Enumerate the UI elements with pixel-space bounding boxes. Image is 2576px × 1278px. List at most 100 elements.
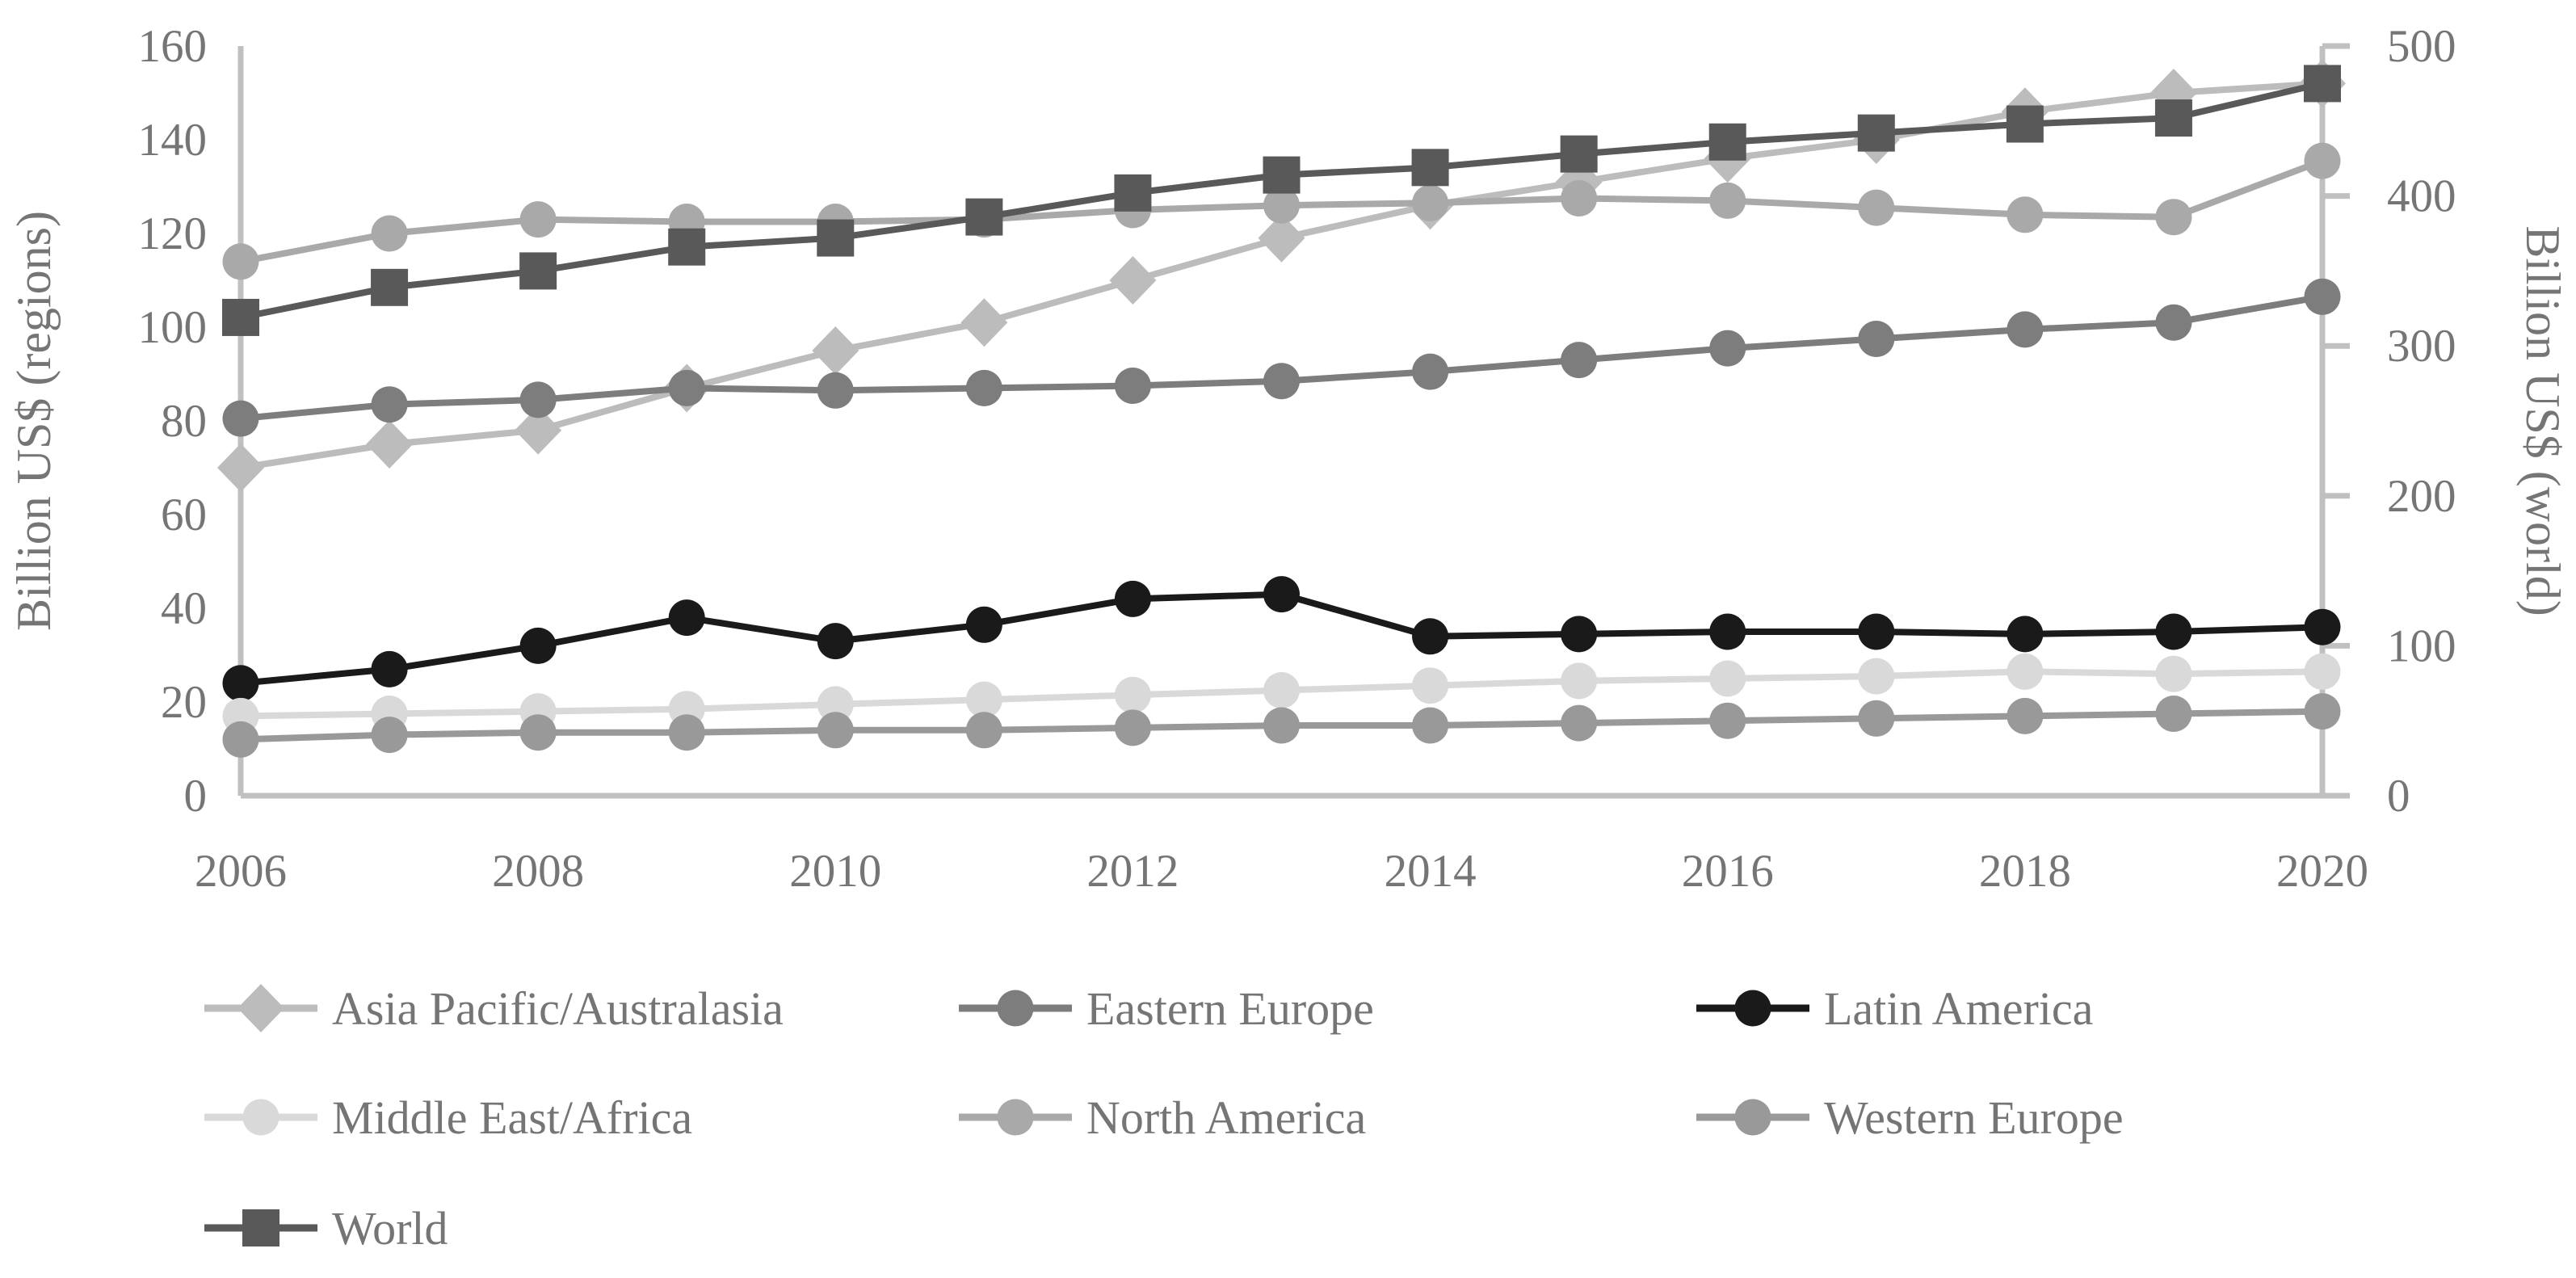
square-marker: [2154, 99, 2192, 137]
legend-label: Western Europe: [1824, 1091, 2124, 1144]
square-marker: [668, 228, 706, 266]
circle-marker: [371, 717, 408, 754]
legend-label: North America: [1086, 1091, 1366, 1144]
x-axis-tick-label: 2016: [1682, 846, 1774, 897]
circle-marker: [2007, 311, 2044, 348]
circle-marker: [1561, 662, 1598, 700]
circle-marker: [1858, 321, 1895, 357]
square-marker: [2006, 105, 2044, 143]
circle-marker: [2304, 142, 2341, 179]
circle-marker: [371, 650, 408, 687]
circle-marker: [668, 599, 705, 637]
circle-marker: [965, 369, 1002, 406]
x-axis-tick-label: 2006: [195, 846, 287, 897]
legend-item-western-europe: Western Europe: [1696, 1091, 2124, 1144]
left-axis-tick-label: 0: [184, 771, 208, 822]
circle-marker: [1561, 704, 1598, 742]
circle-marker: [965, 681, 1002, 718]
circle-marker: [519, 627, 557, 664]
square-marker: [2304, 65, 2341, 103]
circle-marker: [1561, 180, 1598, 217]
circle-marker: [668, 714, 705, 751]
circle-marker: [2155, 304, 2192, 341]
right-axis-tick-label: 100: [2387, 620, 2456, 671]
left-axis-tick-label: 80: [161, 396, 207, 447]
square-marker: [1857, 114, 1895, 152]
right-axis-tick-label: 300: [2387, 321, 2456, 372]
circle-marker: [1114, 676, 1151, 713]
circle-marker: [2304, 653, 2341, 690]
circle-marker: [2155, 655, 2192, 692]
square-marker: [222, 298, 259, 336]
legend-item-eastern-europe: Eastern Europe: [959, 982, 1374, 1035]
x-axis-tick-label: 2008: [492, 846, 584, 897]
right-axis-tick-label: 200: [2387, 471, 2456, 522]
diamond-marker: [960, 298, 1008, 347]
legend-label: World: [332, 1202, 448, 1255]
series-world: [222, 65, 2341, 336]
circle-marker: [519, 381, 557, 418]
circle-marker: [817, 712, 854, 749]
diamond-marker: [1109, 256, 1157, 305]
circle-marker: [2007, 653, 2044, 690]
legend-item-middle-east-africa: Middle East/Africa: [204, 1091, 692, 1144]
circle-marker: [1709, 613, 1746, 650]
legend: Asia Pacific/Australasia Eastern Europe La…: [204, 982, 2124, 1255]
left-axis-tick-label: 60: [161, 490, 207, 540]
circle-marker: [1263, 672, 1300, 708]
left-axis-title: Billion US$ (regions): [7, 211, 61, 631]
circle-marker: [1412, 184, 1449, 221]
circle-marker: [817, 623, 854, 660]
legend-label: Asia Pacific/Australasia: [332, 982, 784, 1035]
square-marker: [1708, 123, 1746, 161]
circle-marker: [997, 1099, 1034, 1136]
circle-marker: [2304, 693, 2341, 730]
circle-marker: [1709, 660, 1746, 697]
circle-marker: [965, 712, 1002, 749]
x-axis-tick-label: 2012: [1086, 846, 1179, 897]
legend-label: Eastern Europe: [1086, 982, 1374, 1035]
legend-item-world: World: [204, 1202, 448, 1255]
circle-marker: [1858, 189, 1895, 226]
circle-marker: [1709, 330, 1746, 367]
circle-marker: [1114, 709, 1151, 746]
square-marker: [1411, 149, 1449, 187]
circle-marker: [1263, 187, 1300, 224]
right-axis-tick-label: 400: [2387, 171, 2456, 222]
x-axis-tick-label: 2020: [2276, 846, 2368, 897]
square-marker: [817, 219, 855, 257]
circle-marker: [371, 386, 408, 423]
right-axis-title: Billion US$ (world): [2516, 225, 2570, 616]
left-axis-tick-labels: 0 20 40 60 80 100 120 140 160: [138, 21, 208, 822]
circle-marker: [997, 990, 1034, 1027]
circle-marker: [1114, 368, 1151, 404]
diamond-marker: [1258, 213, 1305, 263]
circle-marker: [2304, 278, 2341, 315]
series-middle-east-africa: [222, 653, 2341, 734]
circle-marker: [1412, 707, 1449, 744]
circle-marker: [1734, 990, 1771, 1027]
diamond-marker: [217, 444, 264, 492]
circle-marker: [1263, 363, 1300, 400]
circle-marker: [1412, 618, 1449, 655]
circle-marker: [2007, 697, 2044, 734]
circle-marker: [222, 665, 259, 702]
circle-marker: [2155, 696, 2192, 732]
square-marker: [242, 1209, 279, 1246]
circle-marker: [1858, 658, 1895, 695]
circle-marker: [1561, 616, 1598, 653]
left-axis-tick-label: 120: [138, 208, 208, 259]
square-marker: [371, 268, 409, 306]
circle-marker: [2155, 613, 2192, 650]
legend-item-asia-pacific-australasia: Asia Pacific/Australasia: [204, 982, 784, 1035]
circle-marker: [222, 721, 259, 758]
circle-marker: [1412, 667, 1449, 704]
circle-marker: [1263, 707, 1300, 744]
series-western-europe: [222, 693, 2341, 758]
x-axis-tick-label: 2010: [789, 846, 881, 897]
circle-marker: [1734, 1099, 1771, 1136]
series-eastern-europe: [222, 278, 2341, 437]
circle-marker: [519, 201, 557, 238]
left-axis-tick-label: 100: [138, 302, 208, 353]
